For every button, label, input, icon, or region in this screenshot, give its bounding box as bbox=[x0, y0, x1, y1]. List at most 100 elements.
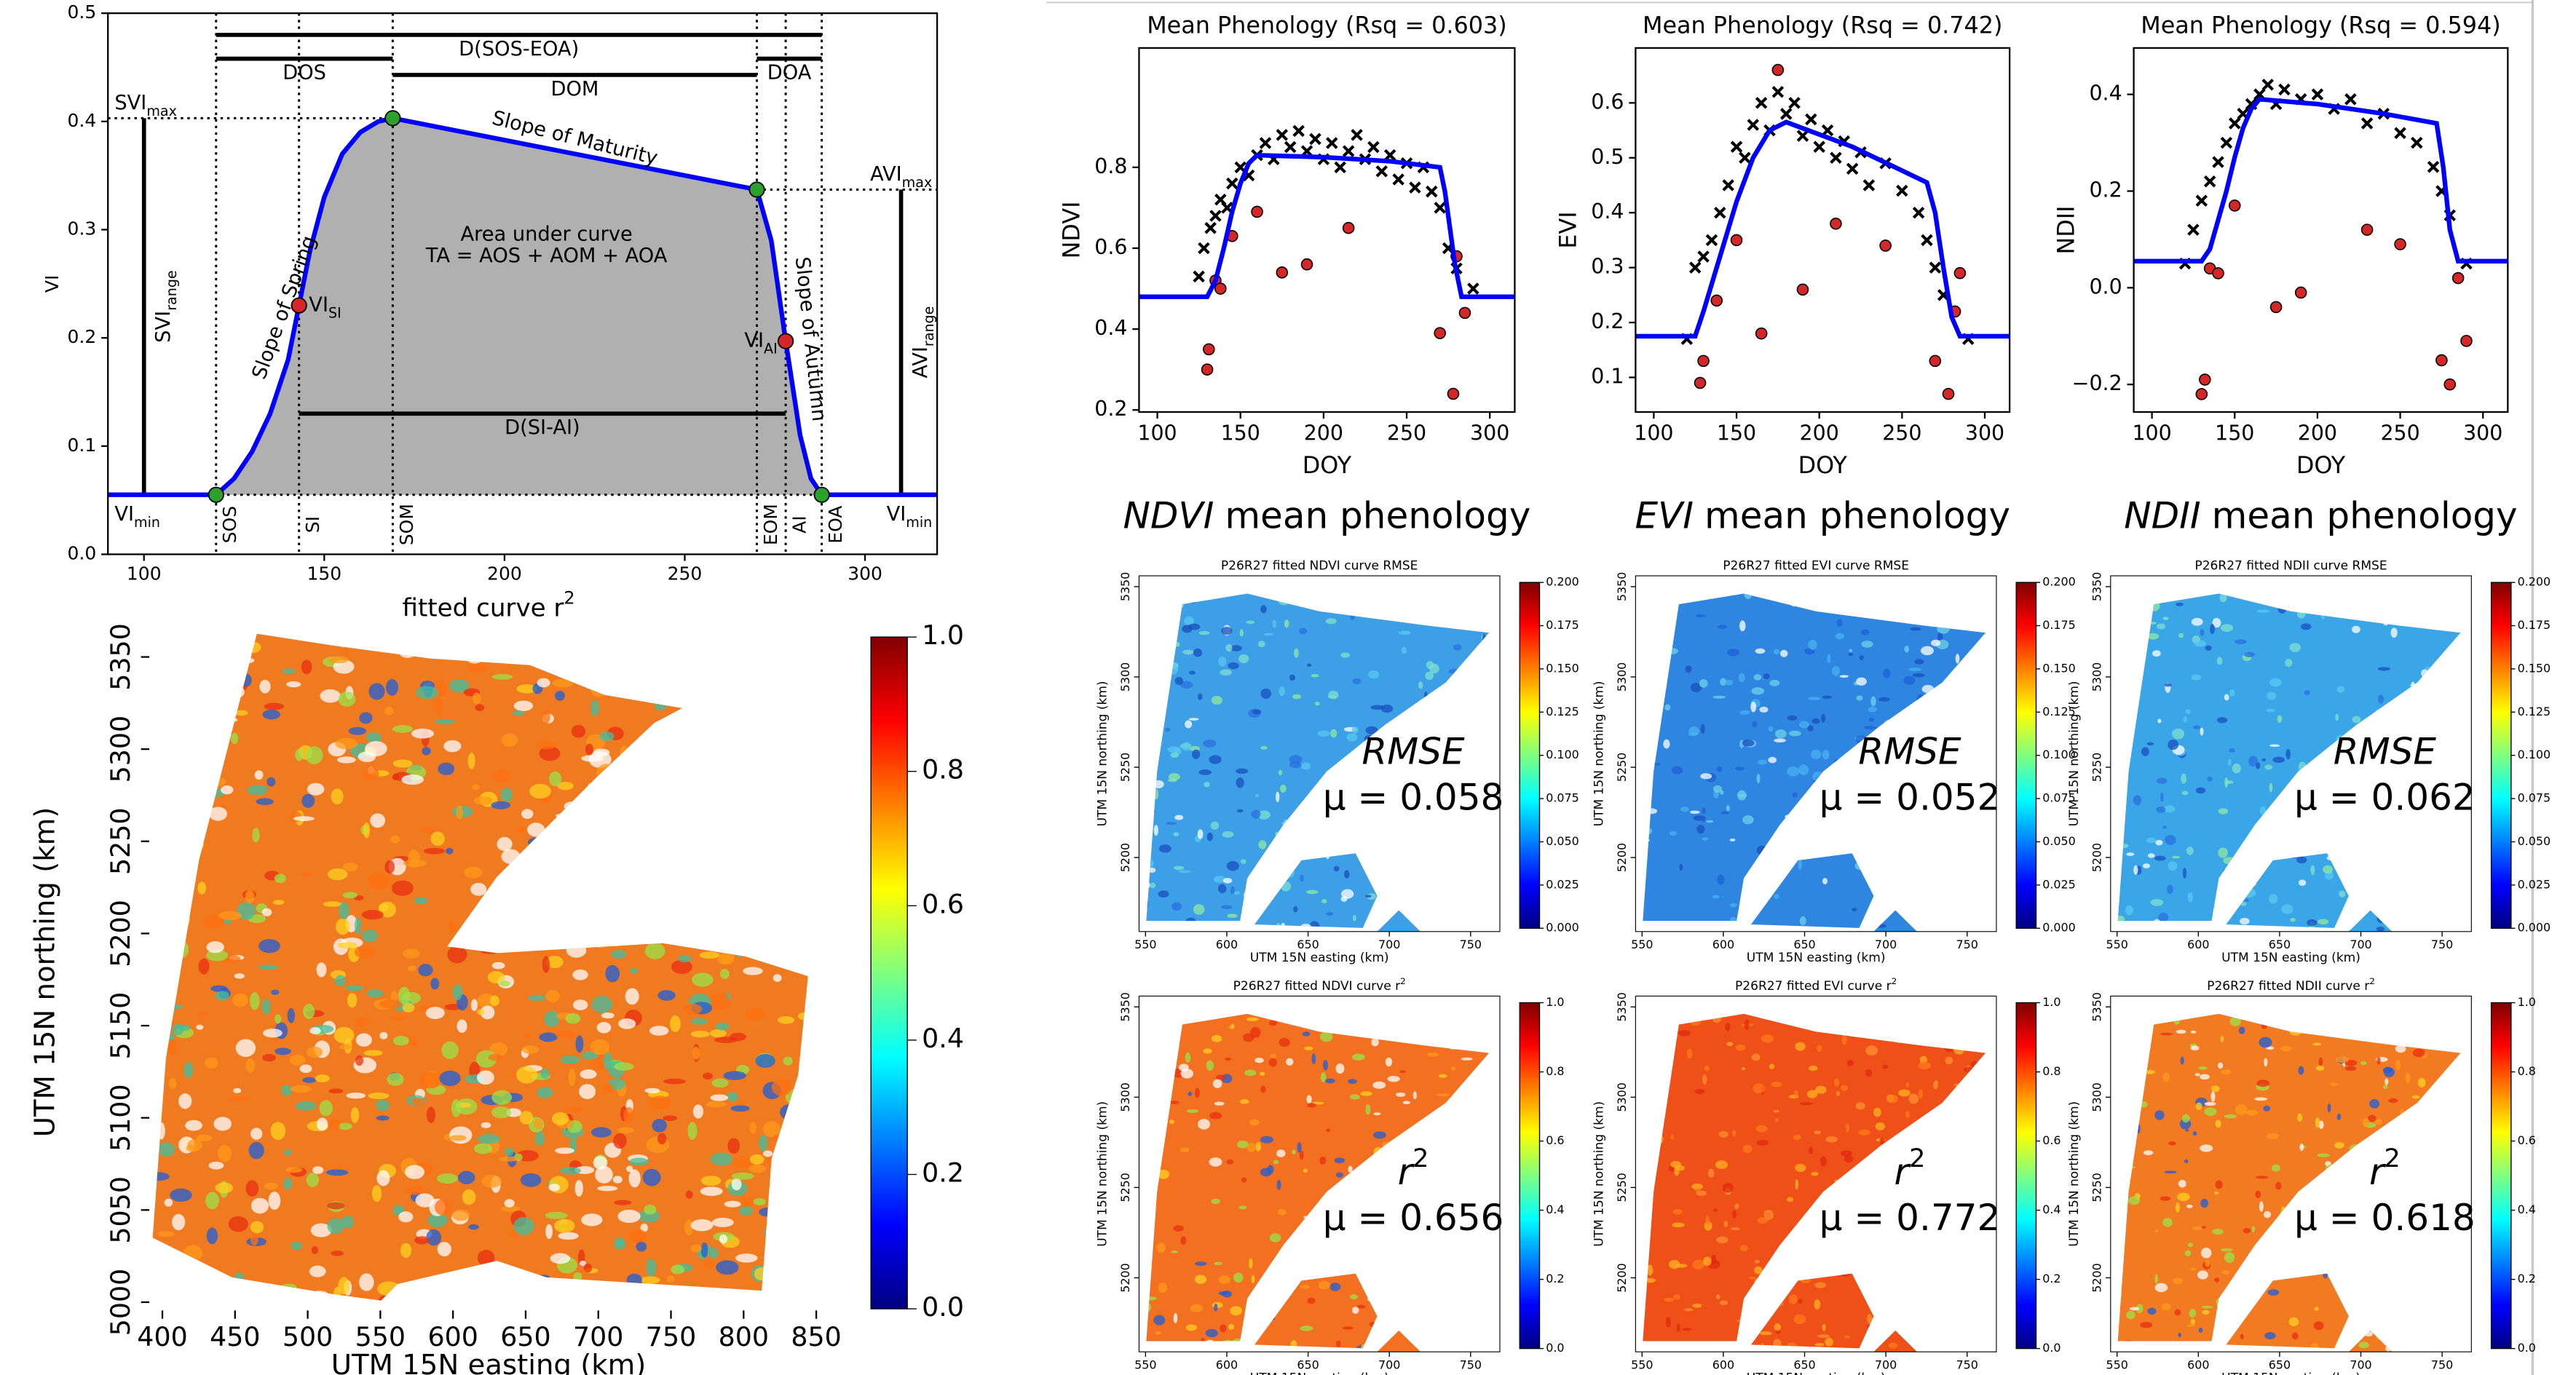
map-texture bbox=[790, 1221, 808, 1237]
map-texture bbox=[232, 993, 249, 1007]
map-texture bbox=[663, 1078, 686, 1085]
map-texture bbox=[593, 748, 610, 757]
map-texture bbox=[1643, 1251, 1647, 1261]
area-label: Area under curve bbox=[460, 223, 632, 245]
map-texture bbox=[2281, 904, 2293, 914]
map-texture bbox=[1950, 1125, 1956, 1136]
map-texture bbox=[1883, 868, 1888, 871]
y-tick-label: 5350 bbox=[1615, 572, 1629, 601]
map-texture bbox=[228, 1216, 249, 1232]
x-tick-label: 700 bbox=[2350, 1358, 2371, 1371]
map-texture bbox=[793, 697, 808, 708]
map-texture bbox=[714, 684, 726, 698]
map-texture bbox=[2465, 609, 2471, 615]
map-texture bbox=[481, 948, 500, 954]
map-texture bbox=[700, 911, 714, 927]
map-texture bbox=[2227, 758, 2232, 766]
map-texture bbox=[2266, 708, 2275, 713]
map-texture bbox=[2374, 1118, 2382, 1125]
map-texture bbox=[152, 1299, 162, 1301]
map-texture bbox=[740, 762, 763, 769]
panel-heading-part: mean phenology bbox=[1225, 494, 1530, 536]
map-texture bbox=[2383, 1085, 2388, 1089]
map-texture bbox=[574, 1180, 583, 1197]
map-texture bbox=[1656, 646, 1666, 653]
map-texture bbox=[2429, 1314, 2435, 1323]
map-texture bbox=[1281, 840, 1291, 849]
map-texture bbox=[1750, 701, 1757, 713]
chart-title-part: P26R27 fitted EVI curve r bbox=[1735, 979, 1892, 994]
map-texture bbox=[1366, 841, 1375, 847]
map-texture bbox=[2442, 856, 2454, 864]
map-texture bbox=[1773, 649, 1780, 655]
map-texture bbox=[452, 984, 463, 1000]
map-texture bbox=[366, 732, 382, 743]
map-texture bbox=[564, 911, 572, 921]
map-texture bbox=[1787, 1197, 1794, 1202]
point bbox=[2435, 354, 2448, 367]
map-texture bbox=[250, 1221, 264, 1234]
map-texture bbox=[2186, 847, 2194, 855]
y-tick-label: 5250 bbox=[2090, 1173, 2103, 1202]
map-texture bbox=[2360, 861, 2367, 870]
x-tick-label: 750 bbox=[2431, 1358, 2453, 1371]
map-texture bbox=[725, 750, 744, 765]
map-texture bbox=[1300, 1285, 1310, 1289]
map-texture bbox=[196, 1134, 213, 1142]
map-texture bbox=[773, 974, 782, 982]
map-texture bbox=[708, 992, 731, 1011]
map-texture bbox=[179, 910, 191, 928]
map-texture bbox=[1793, 1245, 1801, 1252]
map-texture bbox=[731, 1178, 742, 1191]
map-texture bbox=[754, 1267, 768, 1281]
map-texture bbox=[205, 1057, 218, 1069]
map-texture bbox=[206, 941, 224, 954]
map-texture bbox=[2340, 1023, 2346, 1031]
range-label-part: SVI bbox=[152, 311, 175, 343]
map-texture bbox=[1937, 624, 1950, 634]
colorbar bbox=[2490, 1002, 2512, 1350]
map-texture bbox=[671, 959, 692, 975]
map-texture bbox=[338, 692, 356, 707]
map-texture bbox=[283, 1149, 292, 1156]
x-tick-label: 300 bbox=[1470, 421, 1509, 445]
map-texture bbox=[1687, 1048, 1693, 1059]
map-texture bbox=[2123, 1340, 2134, 1344]
map-texture bbox=[1812, 718, 1820, 724]
map-texture bbox=[451, 1209, 470, 1221]
map-texture bbox=[1666, 648, 1678, 654]
map-texture bbox=[183, 1245, 203, 1262]
map-texture bbox=[1276, 923, 1281, 930]
map-texture bbox=[657, 1133, 667, 1145]
map-texture bbox=[1373, 918, 1382, 925]
map-texture bbox=[1433, 916, 1444, 920]
map-texture bbox=[559, 1167, 581, 1175]
map-texture bbox=[1173, 832, 1180, 837]
panel-heading: EVI mean phenology bbox=[1635, 494, 2010, 536]
min-label: VImin bbox=[114, 503, 160, 531]
map-texture bbox=[1713, 1208, 1718, 1212]
colorbar-tick-label: 0.075 bbox=[1546, 791, 1579, 805]
map-texture bbox=[258, 939, 280, 954]
map-texture bbox=[1431, 1013, 1442, 1015]
map-texture bbox=[1920, 646, 1934, 656]
map-texture bbox=[2246, 1291, 2257, 1300]
map-texture bbox=[2325, 1164, 2339, 1173]
map-texture bbox=[1241, 859, 1246, 865]
map-texture bbox=[780, 1104, 799, 1120]
map-texture bbox=[489, 995, 499, 1007]
map-texture bbox=[581, 1050, 598, 1061]
map-texture bbox=[1729, 903, 1737, 908]
map-texture bbox=[2333, 1164, 2342, 1168]
map-texture bbox=[1913, 874, 1926, 881]
map-texture bbox=[513, 1216, 534, 1235]
phase-label: EOM bbox=[760, 504, 781, 545]
fitted-curve bbox=[1635, 119, 2010, 339]
map-texture bbox=[1146, 1044, 1149, 1052]
map-texture bbox=[1807, 725, 1814, 732]
map-texture bbox=[818, 777, 834, 790]
map-texture bbox=[1702, 837, 1709, 841]
map-texture bbox=[2448, 710, 2458, 718]
map-texture bbox=[152, 1280, 163, 1295]
